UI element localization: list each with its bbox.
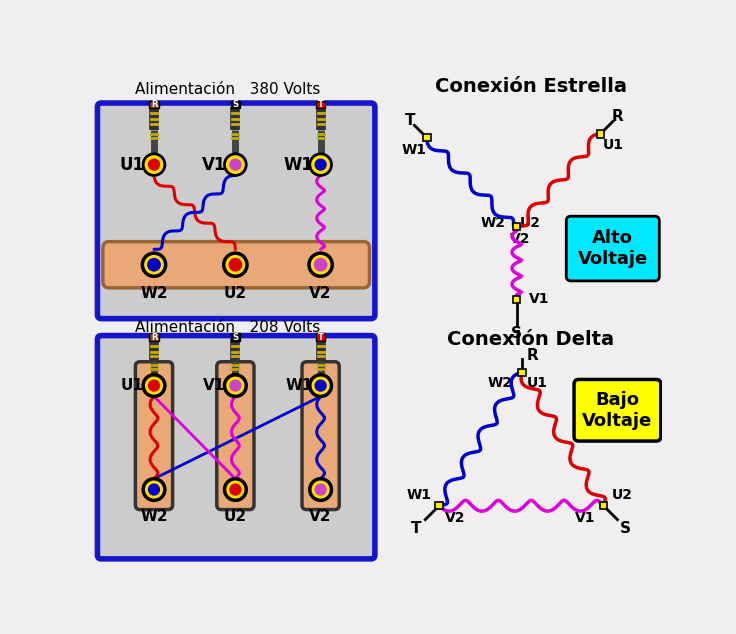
FancyBboxPatch shape xyxy=(217,362,254,510)
Circle shape xyxy=(309,253,332,276)
Circle shape xyxy=(310,154,331,176)
Text: W2: W2 xyxy=(488,377,513,391)
Text: V1: V1 xyxy=(202,378,224,393)
Circle shape xyxy=(314,259,327,271)
Circle shape xyxy=(315,484,326,495)
Circle shape xyxy=(310,479,331,500)
Text: Conexión Delta: Conexión Delta xyxy=(447,330,615,349)
FancyBboxPatch shape xyxy=(574,380,661,441)
Text: U2: U2 xyxy=(224,509,247,524)
Text: V1: V1 xyxy=(576,511,595,525)
FancyBboxPatch shape xyxy=(97,335,375,559)
Text: S: S xyxy=(233,333,238,342)
Circle shape xyxy=(224,154,247,176)
Circle shape xyxy=(224,375,247,396)
Bar xyxy=(423,134,431,141)
Text: Conexión Estrella: Conexión Estrella xyxy=(435,77,626,96)
Circle shape xyxy=(149,159,160,170)
Circle shape xyxy=(230,159,241,170)
Circle shape xyxy=(229,259,241,271)
Circle shape xyxy=(149,380,160,391)
Bar xyxy=(316,101,325,108)
Text: T: T xyxy=(405,113,415,128)
Text: V2: V2 xyxy=(309,509,332,524)
Bar xyxy=(149,333,159,341)
Text: Alto
Voltaje: Alto Voltaje xyxy=(578,229,648,268)
Text: U1: U1 xyxy=(120,155,145,174)
FancyBboxPatch shape xyxy=(566,216,659,281)
Text: W1: W1 xyxy=(284,155,314,174)
Text: R: R xyxy=(612,110,623,124)
Text: U1: U1 xyxy=(121,378,144,393)
Text: U2: U2 xyxy=(612,488,633,502)
FancyBboxPatch shape xyxy=(103,242,369,288)
FancyBboxPatch shape xyxy=(135,362,173,510)
Bar xyxy=(513,223,520,230)
Bar xyxy=(316,333,325,341)
Text: T: T xyxy=(411,521,421,536)
Text: R: R xyxy=(151,100,158,109)
Text: W2: W2 xyxy=(140,509,168,524)
Text: Bajo
Voltaje: Bajo Voltaje xyxy=(582,391,653,430)
Text: Alimentación   208 Volts: Alimentación 208 Volts xyxy=(135,320,320,335)
Bar xyxy=(518,369,526,376)
FancyBboxPatch shape xyxy=(97,103,375,319)
Circle shape xyxy=(224,479,247,500)
Circle shape xyxy=(315,380,326,391)
Text: V1: V1 xyxy=(529,292,550,306)
Bar xyxy=(597,130,604,138)
Bar xyxy=(149,101,159,108)
Text: U2: U2 xyxy=(224,287,247,302)
Text: S: S xyxy=(620,521,631,536)
Circle shape xyxy=(310,375,331,396)
Text: R: R xyxy=(527,348,539,363)
Bar xyxy=(230,333,240,341)
Text: W2: W2 xyxy=(140,287,168,302)
Circle shape xyxy=(224,253,247,276)
Text: U1: U1 xyxy=(602,138,623,152)
Text: S: S xyxy=(233,100,238,109)
Circle shape xyxy=(143,479,165,500)
Text: T: T xyxy=(318,333,324,342)
Text: Alimentación   380 Volts: Alimentación 380 Volts xyxy=(135,82,320,98)
Bar xyxy=(600,502,607,510)
Circle shape xyxy=(230,380,241,391)
Circle shape xyxy=(149,484,160,495)
Text: W2: W2 xyxy=(481,216,506,230)
Text: W1: W1 xyxy=(406,488,431,502)
FancyBboxPatch shape xyxy=(302,362,339,510)
Circle shape xyxy=(230,484,241,495)
Text: W1: W1 xyxy=(286,378,313,393)
Text: V2: V2 xyxy=(309,287,332,302)
Bar xyxy=(513,295,520,303)
Circle shape xyxy=(143,375,165,396)
Text: T: T xyxy=(318,100,324,109)
Text: V1: V1 xyxy=(202,155,226,174)
Text: U1: U1 xyxy=(527,377,548,391)
Text: R: R xyxy=(151,333,158,342)
Bar xyxy=(230,101,240,108)
Circle shape xyxy=(315,159,326,170)
Bar xyxy=(436,502,443,510)
Text: W1: W1 xyxy=(402,143,427,157)
Text: S: S xyxy=(512,326,523,340)
Text: V2: V2 xyxy=(445,511,466,525)
Circle shape xyxy=(143,154,165,176)
Circle shape xyxy=(148,259,160,271)
Text: V2: V2 xyxy=(509,231,530,245)
Text: U2: U2 xyxy=(520,216,541,230)
Circle shape xyxy=(142,253,166,276)
